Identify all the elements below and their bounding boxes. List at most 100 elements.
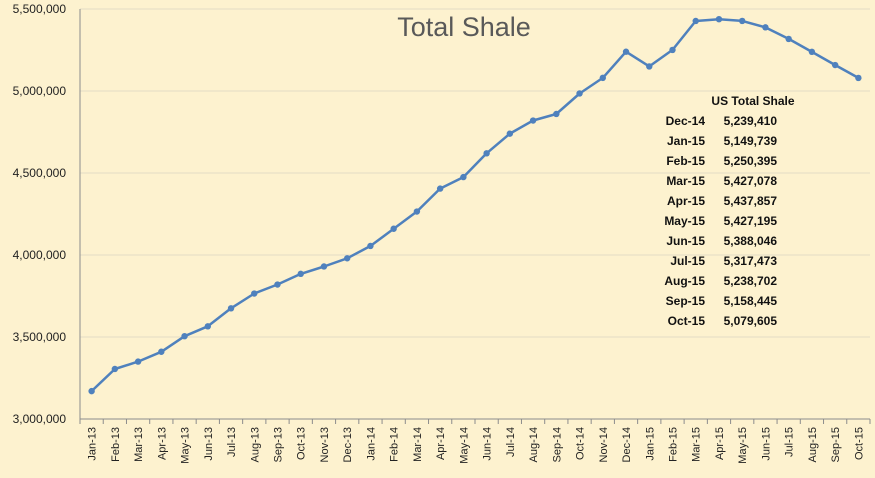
x-tick-label: May-13 [180, 427, 192, 464]
data-point [622, 48, 630, 55]
data-point [483, 150, 490, 157]
table-month: Dec-14 [666, 114, 706, 128]
data-point [831, 61, 839, 69]
x-tick-label: Oct-13 [296, 427, 308, 460]
x-tick-label: Mar-13 [133, 427, 145, 462]
chart-title: Total Shale [397, 12, 531, 42]
x-tick-label: Apr-13 [156, 427, 168, 460]
table-value: 5,149,739 [724, 134, 778, 148]
table-month: May-15 [664, 214, 705, 228]
data-point [297, 270, 304, 278]
table-value: 5,079,605 [724, 314, 778, 328]
x-tick-label: Dec-13 [342, 427, 354, 462]
data-point [204, 323, 211, 330]
data-point [715, 15, 723, 23]
x-tick-label: Nov-13 [319, 427, 331, 462]
table-month: Jan-15 [667, 134, 705, 148]
table-value: 5,437,857 [724, 194, 778, 208]
data-point [460, 173, 467, 181]
x-tick-label: Sep-13 [273, 427, 285, 462]
data-point [274, 281, 281, 288]
x-tick-label: Apr-15 [714, 427, 726, 460]
x-tick-label: Jan-13 [87, 427, 99, 461]
x-tick-label: Mar-14 [412, 427, 424, 462]
table-value: 5,388,046 [724, 234, 778, 248]
table-month: Feb-15 [666, 154, 705, 168]
y-tick-label: 4,500,000 [13, 166, 67, 180]
data-point [762, 24, 769, 31]
data-point [785, 35, 792, 43]
x-tick-label: Aug-13 [249, 427, 261, 462]
table-month: Sep-15 [666, 294, 706, 308]
x-tick-label: Aug-15 [807, 427, 819, 462]
axes [79, 9, 871, 424]
x-tick-label: Sep-14 [551, 427, 563, 462]
y-tick-label: 4,000,000 [13, 248, 67, 262]
data-point [646, 63, 653, 70]
x-tick-label: Mar-15 [691, 427, 703, 462]
data-point [553, 110, 560, 118]
y-tick-label: 3,500,000 [13, 330, 67, 344]
data-table: US Total Shale Dec-14 5,239,410 Jan-15 5,149… [664, 94, 795, 328]
data-point [529, 117, 537, 124]
table-month: Aug-15 [664, 274, 705, 288]
x-tick-label: Jan-14 [365, 427, 377, 461]
x-tick-label: Jun-15 [760, 427, 772, 461]
x-tick-label: Sep-15 [830, 427, 842, 462]
x-tick-label: Apr-14 [435, 427, 447, 460]
table-month: Jul-15 [670, 254, 705, 268]
table-month: Jun-15 [666, 234, 705, 248]
x-tick-label: Feb-15 [668, 427, 680, 462]
x-tick-label: Jun-14 [482, 427, 494, 461]
table-value: 5,427,195 [724, 214, 778, 228]
data-point [111, 365, 119, 373]
gridlines [80, 8, 870, 338]
x-tick-label: Jan-15 [644, 427, 656, 461]
table-value: 5,239,410 [724, 114, 778, 128]
x-tick-label: Feb-14 [389, 427, 401, 462]
x-tick-label: May-14 [458, 427, 470, 464]
x-tick-label: Oct-14 [575, 427, 587, 460]
table-value: 5,158,445 [724, 294, 778, 308]
x-tick-label: Dec-14 [621, 427, 633, 462]
x-tick-label: Oct-15 [853, 427, 865, 460]
data-point [227, 305, 235, 312]
y-tick-label: 5,500,000 [13, 2, 67, 16]
y-tick-label: 3,000,000 [13, 412, 67, 426]
data-point [158, 348, 165, 355]
data-point [599, 74, 606, 82]
series-line [90, 17, 860, 393]
x-tick-label: Jul-13 [226, 427, 238, 457]
x-tick-label: Jul-15 [784, 427, 796, 457]
data-point [506, 130, 514, 137]
data-point [181, 332, 188, 340]
table-value: 5,427,078 [724, 174, 778, 188]
table-value: 5,317,473 [724, 254, 778, 268]
data-point [88, 387, 95, 395]
x-axis-tick-labels: Jan-13 Feb-13 Mar-13 Apr-13 May-13 Jun-13 Jul-… [87, 427, 866, 464]
table-month: Oct-15 [668, 314, 706, 328]
data-point [251, 290, 258, 297]
data-point [134, 358, 142, 365]
data-point [344, 255, 351, 262]
x-tick-label: Nov-14 [598, 427, 610, 462]
data-point [808, 48, 816, 56]
data-point [669, 46, 676, 54]
data-point [413, 208, 421, 215]
x-tick-label: Aug-14 [528, 427, 540, 462]
data-point [855, 74, 862, 82]
data-point [576, 90, 583, 97]
x-tick-label: Feb-13 [110, 427, 122, 462]
table-value: 5,250,395 [724, 154, 778, 168]
y-tick-label: 5,000,000 [13, 84, 67, 98]
y-axis-tick-labels: 3,000,000 3,500,000 4,000,000 4,500,000 5,00… [13, 2, 67, 426]
table-month: Apr-15 [667, 194, 705, 208]
table-header: US Total Shale [711, 94, 794, 108]
table-value: 5,238,702 [724, 274, 778, 288]
series-total-shale [88, 15, 862, 395]
data-point [436, 185, 444, 192]
data-point [692, 17, 699, 25]
x-tick-label: May-15 [737, 427, 749, 464]
